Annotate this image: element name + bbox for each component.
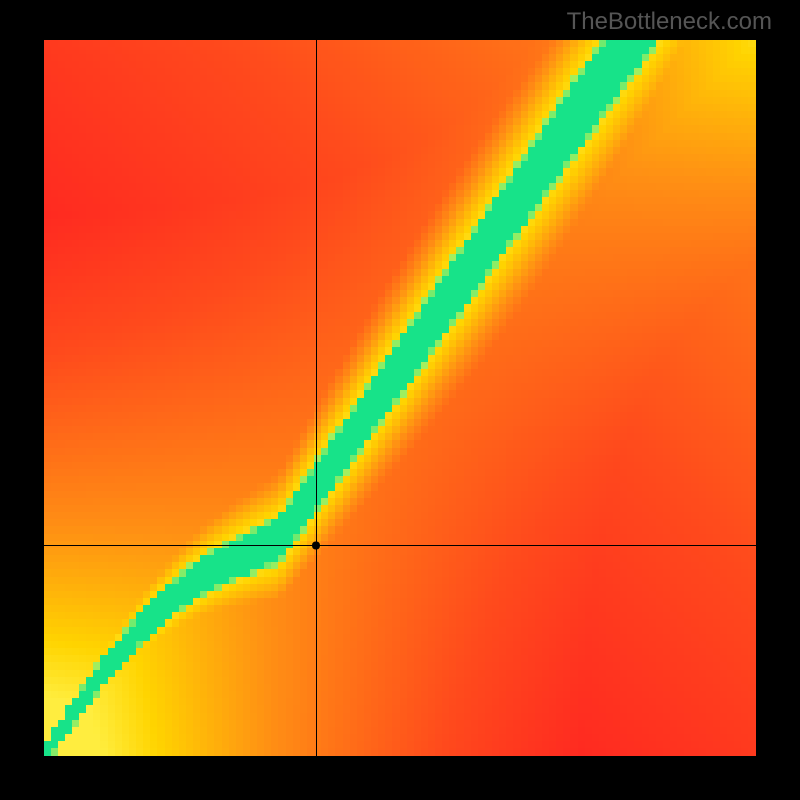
watermark-text: TheBottleneck.com — [567, 8, 772, 36]
bottleneck-heatmap — [44, 40, 756, 756]
chart-container: TheBottleneck.com — [0, 0, 800, 800]
